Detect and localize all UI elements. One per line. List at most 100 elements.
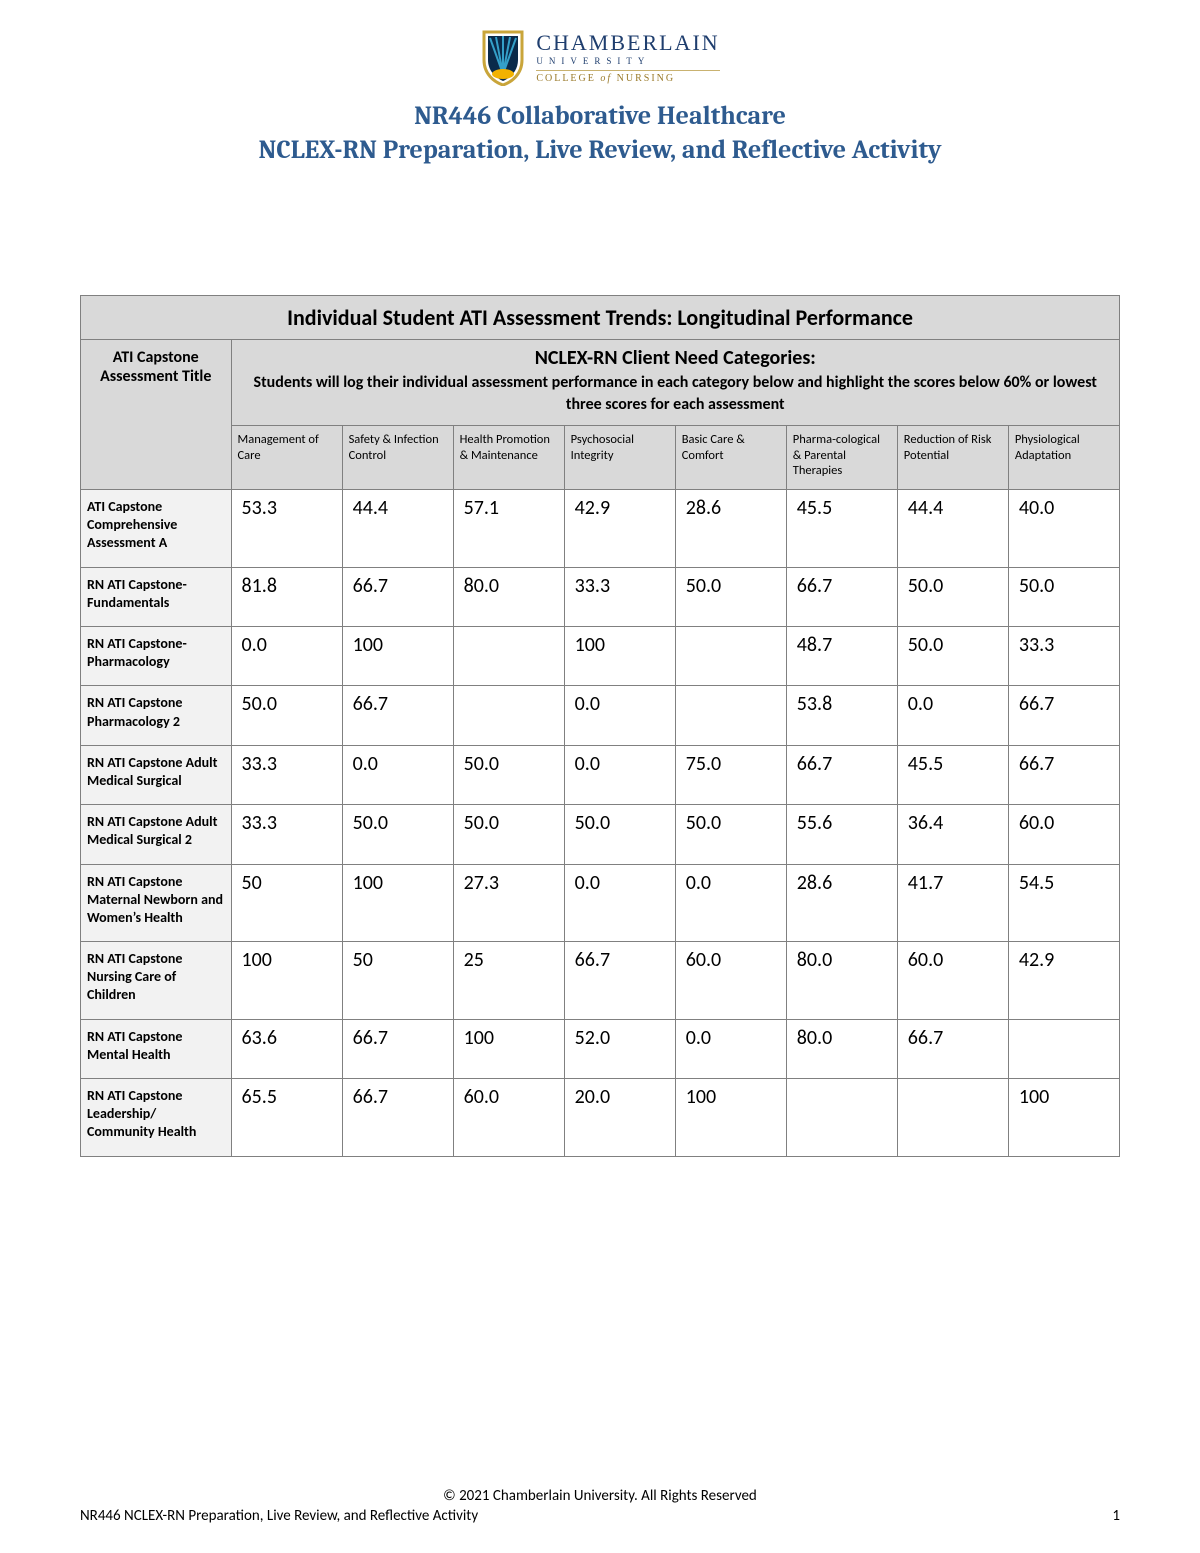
- score-cell: 0.0: [342, 745, 453, 804]
- score-cell: 42.9: [1008, 942, 1119, 1020]
- score-cell: 33.3: [231, 745, 342, 804]
- rowlabel-header: ATI Capstone Assessment Title: [81, 340, 232, 490]
- score-cell: 100: [564, 627, 675, 686]
- score-cell: 66.7: [1008, 686, 1119, 745]
- category-title: NCLEX-RN Client Need Categories:: [242, 346, 1109, 370]
- table-row: RN ATI Capstone Nursing Care of Children…: [81, 942, 1120, 1020]
- score-cell: [1008, 1019, 1119, 1078]
- footer-row: NR446 NCLEX-RN Preparation, Live Review,…: [80, 1507, 1120, 1525]
- score-cell: 42.9: [564, 490, 675, 568]
- score-cell: 0.0: [675, 864, 786, 942]
- score-cell: 100: [453, 1019, 564, 1078]
- score-cell: 27.3: [453, 864, 564, 942]
- logo: CHAMBERLAIN UNIVERSITY COLLEGE of NURSIN…: [480, 30, 719, 86]
- score-cell: 80.0: [786, 942, 897, 1020]
- score-cell: 45.5: [897, 745, 1008, 804]
- table-row: RN ATI Capstone Mental Health63.666.7100…: [81, 1019, 1120, 1078]
- score-cell: [675, 627, 786, 686]
- table-row: RN ATI Capstone Leadership/ Community He…: [81, 1079, 1120, 1157]
- title-line-1: NR446 Collaborative Healthcare: [80, 101, 1120, 131]
- score-cell: 36.4: [897, 805, 1008, 864]
- score-cell: 66.7: [342, 1079, 453, 1157]
- score-cell: 66.7: [342, 1019, 453, 1078]
- score-cell: 44.4: [897, 490, 1008, 568]
- table-row: ATI Capstone Comprehensive Assessment A5…: [81, 490, 1120, 568]
- score-cell: [453, 686, 564, 745]
- score-cell: 50.0: [897, 567, 1008, 626]
- column-header: Physiological Adaptation: [1008, 426, 1119, 490]
- score-cell: 0.0: [231, 627, 342, 686]
- score-cell: 0.0: [564, 745, 675, 804]
- column-header: Safety & Infection Control: [342, 426, 453, 490]
- score-cell: 50: [342, 942, 453, 1020]
- column-header: Reduction of Risk Potential: [897, 426, 1008, 490]
- score-cell: 50: [231, 864, 342, 942]
- score-cell: 55.6: [786, 805, 897, 864]
- score-cell: 100: [231, 942, 342, 1020]
- logo-sub: UNIVERSITY: [536, 57, 719, 66]
- logo-block: CHAMBERLAIN UNIVERSITY COLLEGE of NURSIN…: [80, 30, 1120, 91]
- category-desc: Students will log their individual asses…: [242, 372, 1109, 415]
- score-cell: [786, 1079, 897, 1157]
- score-cell: 63.6: [231, 1019, 342, 1078]
- score-cell: 52.0: [564, 1019, 675, 1078]
- row-label: RN ATI Capstone Adult Medical Surgical 2: [81, 805, 232, 864]
- logo-text: CHAMBERLAIN UNIVERSITY COLLEGE of NURSIN…: [536, 31, 719, 84]
- table-row: RN ATI Capstone Pharmacology 250.066.70.…: [81, 686, 1120, 745]
- score-cell: 66.7: [786, 745, 897, 804]
- score-cell: 50.0: [342, 805, 453, 864]
- score-cell: 66.7: [897, 1019, 1008, 1078]
- row-label: RN ATI Capstone Nursing Care of Children: [81, 942, 232, 1020]
- row-label: RN ATI Capstone Leadership/ Community He…: [81, 1079, 232, 1157]
- table-row: RN ATI Capstone- Fundamentals81.866.780.…: [81, 567, 1120, 626]
- score-cell: 100: [342, 864, 453, 942]
- column-header: Management of Care: [231, 426, 342, 490]
- footer-page-number: 1: [1112, 1507, 1120, 1525]
- row-label: RN ATI Capstone- Pharmacology: [81, 627, 232, 686]
- score-cell: 50.0: [675, 805, 786, 864]
- assessment-table: Individual Student ATI Assessment Trends…: [80, 295, 1120, 1157]
- score-cell: 50.0: [675, 567, 786, 626]
- row-label: RN ATI Capstone Mental Health: [81, 1019, 232, 1078]
- table-row: RN ATI Capstone Maternal Newborn and Wom…: [81, 864, 1120, 942]
- score-cell: 33.3: [231, 805, 342, 864]
- logo-college: COLLEGE of NURSING: [536, 70, 719, 85]
- score-cell: 60.0: [897, 942, 1008, 1020]
- score-cell: 100: [675, 1079, 786, 1157]
- row-label: RN ATI Capstone Pharmacology 2: [81, 686, 232, 745]
- table-row: RN ATI Capstone- Pharmacology0.010010048…: [81, 627, 1120, 686]
- score-cell: 60.0: [675, 942, 786, 1020]
- score-cell: 45.5: [786, 490, 897, 568]
- score-cell: 48.7: [786, 627, 897, 686]
- footer-left: NR446 NCLEX-RN Preparation, Live Review,…: [80, 1507, 478, 1525]
- score-cell: 25: [453, 942, 564, 1020]
- column-header: Psychosocial Integrity: [564, 426, 675, 490]
- table-wrap: Individual Student ATI Assessment Trends…: [80, 295, 1120, 1157]
- score-cell: 0.0: [564, 686, 675, 745]
- page: CHAMBERLAIN UNIVERSITY COLLEGE of NURSIN…: [0, 0, 1200, 1553]
- score-cell: 66.7: [1008, 745, 1119, 804]
- score-cell: 0.0: [564, 864, 675, 942]
- score-cell: 66.7: [786, 567, 897, 626]
- score-cell: 0.0: [675, 1019, 786, 1078]
- table-row: RN ATI Capstone Adult Medical Surgical33…: [81, 745, 1120, 804]
- score-cell: [675, 686, 786, 745]
- score-cell: 75.0: [675, 745, 786, 804]
- title-line-2: NCLEX-RN Preparation, Live Review, and R…: [80, 135, 1120, 165]
- score-cell: 100: [342, 627, 453, 686]
- category-header: NCLEX-RN Client Need Categories: Student…: [231, 340, 1119, 426]
- score-cell: 80.0: [786, 1019, 897, 1078]
- score-cell: 44.4: [342, 490, 453, 568]
- score-cell: 60.0: [453, 1079, 564, 1157]
- score-cell: 33.3: [564, 567, 675, 626]
- shield-icon: [480, 30, 526, 86]
- row-label: RN ATI Capstone Maternal Newborn and Wom…: [81, 864, 232, 942]
- document-title: NR446 Collaborative Healthcare NCLEX-RN …: [80, 101, 1120, 165]
- score-cell: 80.0: [453, 567, 564, 626]
- score-cell: 53.3: [231, 490, 342, 568]
- score-cell: 50.0: [1008, 567, 1119, 626]
- footer: © 2021 Chamberlain University. All Right…: [80, 1487, 1120, 1525]
- logo-name: CHAMBERLAIN: [536, 31, 719, 54]
- column-header: Basic Care & Comfort: [675, 426, 786, 490]
- score-cell: 60.0: [1008, 805, 1119, 864]
